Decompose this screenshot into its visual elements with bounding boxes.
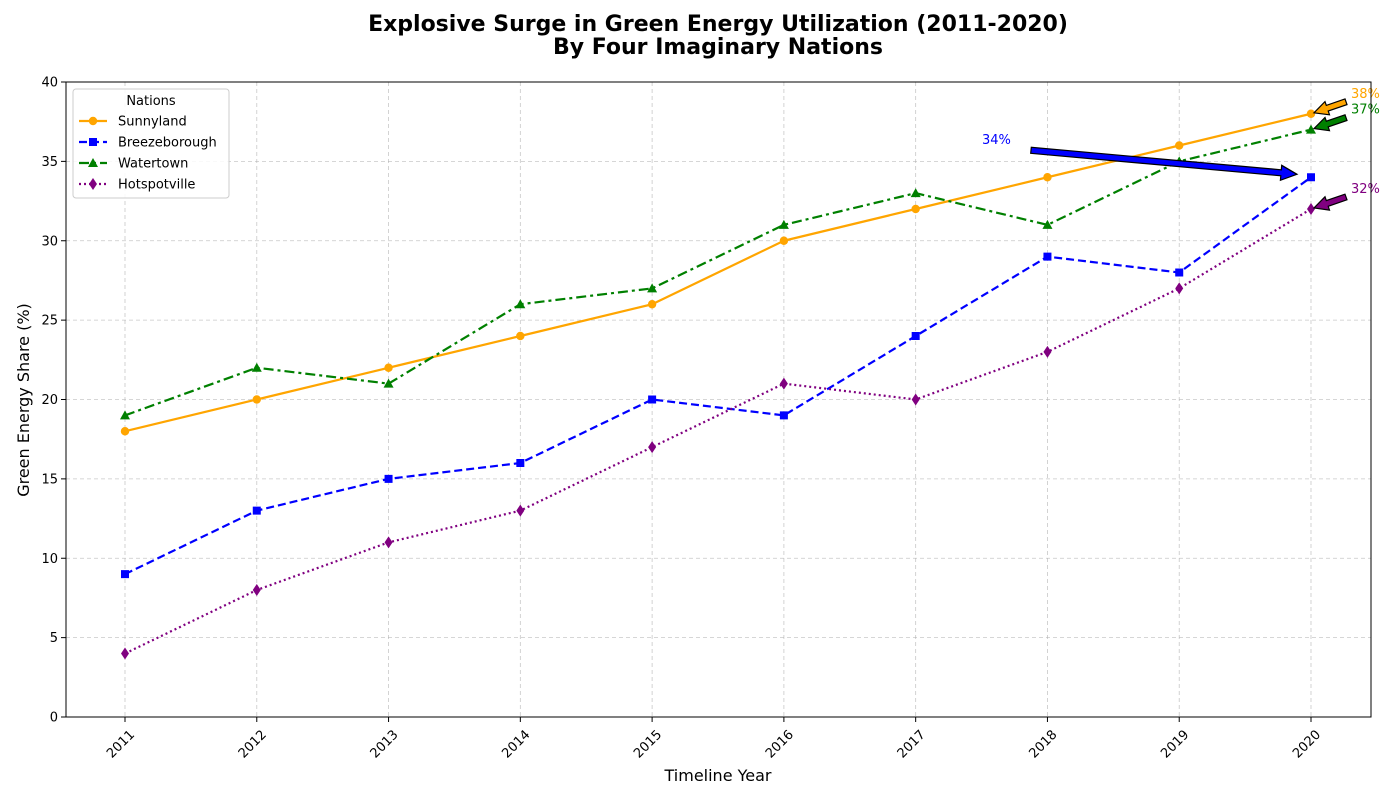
- y-tick-label: 25: [41, 314, 58, 329]
- data-point-hotspotville: [121, 647, 129, 660]
- data-point-breezeborough: [252, 506, 261, 515]
- legend-marker-sunnyland: [88, 116, 98, 126]
- data-point-hotspotville: [1043, 345, 1052, 358]
- data-point-watertown: [1042, 219, 1053, 229]
- data-point-hotspotville: [648, 441, 657, 454]
- data-point-sunnyland: [516, 331, 525, 341]
- y-tick-label: 10: [41, 552, 58, 567]
- legend-marker-watertown: [88, 158, 98, 167]
- data-point-hotspotville: [1307, 203, 1315, 215]
- x-tick-label: 2012: [236, 727, 270, 761]
- data-point-hotspotville: [911, 393, 920, 406]
- data-point-breezeborough: [516, 459, 525, 467]
- legend-label-sunnyland: Sunnyland: [118, 115, 187, 130]
- data-point-breezeborough: [779, 411, 788, 420]
- grid-lines: [66, 81, 1371, 718]
- data-point-breezeborough: [911, 332, 920, 340]
- series-line-sunnyland: [124, 112, 1312, 433]
- y-tick-label: 20: [41, 393, 58, 408]
- data-point-hotspotville: [516, 504, 525, 517]
- legend: Nations Sunnyland Breezeborough Watertown H…: [72, 88, 230, 199]
- y-axis-label: Green Energy Share (%): [14, 303, 33, 497]
- data-point-hotspotville: [779, 377, 788, 390]
- y-tick-label: 15: [41, 472, 58, 487]
- y-tick-label: 0: [50, 711, 58, 726]
- data-point-sunnyland: [384, 363, 393, 372]
- x-tick-label: 2014: [499, 727, 533, 761]
- data-point-sunnyland: [647, 300, 657, 309]
- data-point-sunnyland: [252, 395, 261, 404]
- x-tick-label: 2016: [763, 727, 797, 761]
- data-point-sunnyland: [1175, 141, 1184, 150]
- data-point-sunnyland: [120, 427, 130, 436]
- legend-box: [72, 88, 230, 199]
- x-tick-label: 2013: [368, 727, 402, 761]
- legend-title: Nations: [126, 94, 176, 109]
- x-tick-label: 2018: [1026, 727, 1060, 761]
- y-tick-label: 30: [41, 234, 58, 249]
- data-point-breezeborough: [1175, 268, 1184, 277]
- data-point-sunnyland: [911, 204, 920, 214]
- data-point-breezeborough: [121, 570, 129, 579]
- data-point-watertown: [778, 219, 789, 229]
- data-point-watertown: [383, 378, 394, 388]
- series-line-watertown: [124, 128, 1312, 417]
- y-tick-label: 5: [50, 631, 58, 646]
- y-tick-label: 35: [41, 155, 58, 170]
- chart-title-line2: By Four Imaginary Nations: [553, 35, 883, 60]
- data-point-watertown: [647, 283, 658, 293]
- data-point-watertown: [910, 188, 921, 198]
- legend-marker-breezeborough: [89, 138, 97, 146]
- series-line-breezeborough: [124, 176, 1312, 576]
- annotation-watertown-arrow: [1312, 114, 1348, 132]
- x-tick-label: 2015: [631, 727, 665, 761]
- annotation-breezeborough-arrow: [1030, 146, 1299, 182]
- data-point-breezeborough: [1307, 173, 1315, 182]
- data-point-breezeborough: [384, 474, 393, 483]
- annotation-breezeborough-label: 34%: [982, 133, 1011, 148]
- data-point-sunnyland: [1306, 109, 1316, 118]
- data-point-watertown: [120, 410, 130, 420]
- legend-label-hotspotville: Hotspotville: [118, 178, 195, 193]
- data-point-breezeborough: [1043, 252, 1052, 261]
- data-point-watertown: [251, 362, 262, 372]
- annotation-sunnyland-label: 38%: [1351, 87, 1380, 102]
- data-point-hotspotville: [252, 584, 261, 596]
- data-point-watertown: [515, 299, 526, 309]
- x-tick-label: 2020: [1290, 727, 1324, 761]
- annotation-hotspotville-label: 32%: [1351, 182, 1380, 197]
- annotation-layer: 38%37% 34% 32%: [982, 87, 1380, 211]
- x-axis-label: Timeline Year: [664, 766, 772, 785]
- annotation-sunnyland-arrow: [1312, 98, 1348, 116]
- series-layer: [120, 109, 1316, 660]
- data-point-breezeborough: [648, 395, 657, 404]
- x-tick-label: 2011: [104, 727, 138, 761]
- x-tick-label: 2017: [895, 727, 929, 761]
- legend-marker-hotspotville: [89, 178, 97, 190]
- y-tick-label: 40: [41, 76, 58, 91]
- annotation-watertown-label: 37%: [1351, 103, 1380, 118]
- data-point-hotspotville: [1175, 282, 1184, 295]
- x-tick-label: 2019: [1158, 727, 1192, 761]
- annotation-hotspotville-arrow: [1312, 193, 1348, 211]
- data-point-sunnyland: [779, 236, 789, 245]
- legend-label-watertown: Watertown: [118, 157, 188, 172]
- legend-label-breezeborough: Breezeborough: [118, 136, 217, 151]
- data-point-watertown: [1306, 124, 1316, 134]
- series-line-hotspotville: [124, 208, 1312, 655]
- data-point-sunnyland: [1043, 173, 1052, 182]
- chart-title-line1: Explosive Surge in Green Energy Utilizat…: [368, 12, 1068, 37]
- data-point-hotspotville: [384, 536, 393, 549]
- axis-ticks: 2011 2012 2013 2014 2015 2016 2017 2018 2019 2020…: [41, 76, 1324, 762]
